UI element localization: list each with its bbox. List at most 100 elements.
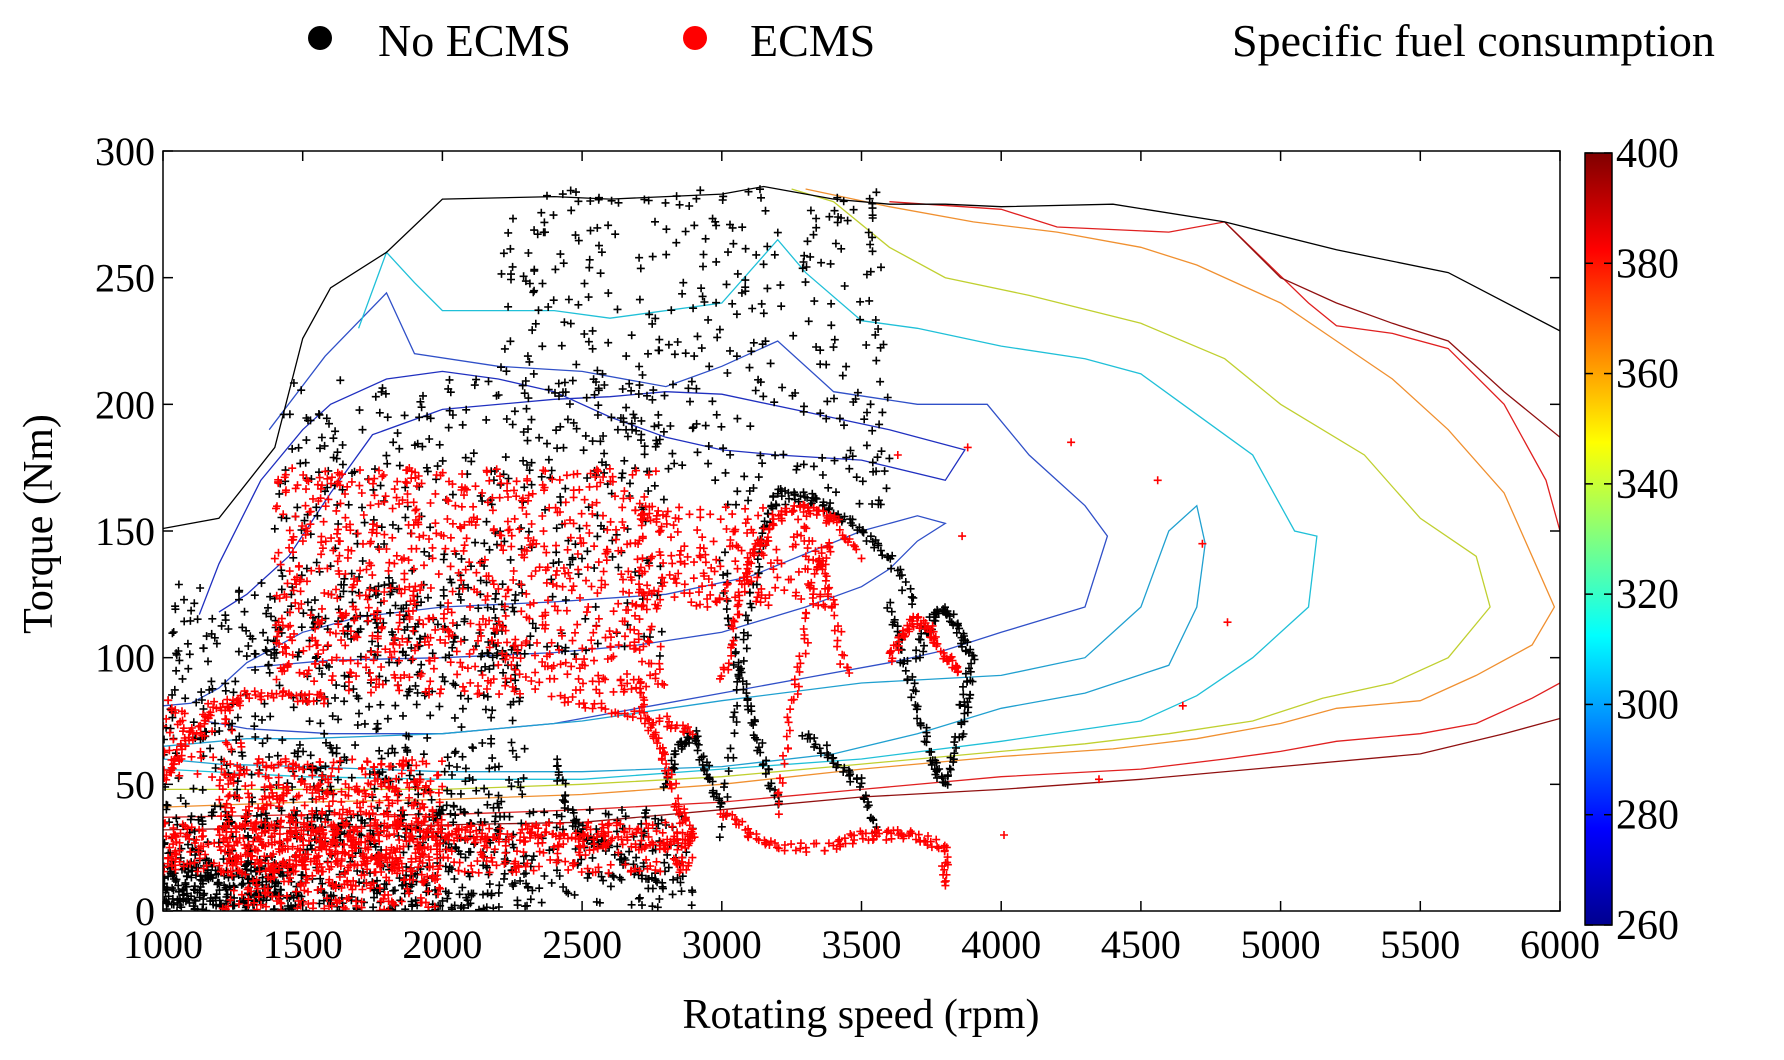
- no-ecms-point: [705, 362, 714, 371]
- no-ecms-point: [570, 650, 579, 659]
- no-ecms-point: [574, 236, 583, 245]
- no-ecms-point: [447, 789, 456, 798]
- no-ecms-point: [497, 269, 506, 278]
- no-ecms-point: [360, 518, 369, 527]
- no-ecms-point: [491, 594, 500, 603]
- no-ecms-point: [310, 835, 319, 844]
- no-ecms-point: [487, 713, 496, 722]
- no-ecms-point: [458, 704, 467, 713]
- no-ecms-point: [713, 333, 722, 342]
- no-ecms-point: [468, 743, 477, 752]
- no-ecms-point: [260, 699, 269, 708]
- no-ecms-point: [561, 643, 570, 652]
- no-ecms-point: [644, 196, 653, 205]
- no-ecms-point: [636, 264, 645, 273]
- no-ecms-point: [393, 429, 402, 438]
- no-ecms-point: [180, 595, 188, 604]
- colorbar-title: Specific fuel consumption: [1232, 15, 1715, 66]
- no-ecms-point: [595, 241, 603, 250]
- no-ecms-point: [846, 446, 855, 455]
- no-ecms-point: [493, 540, 501, 549]
- no-ecms-point: [248, 634, 257, 643]
- no-ecms-point: [480, 784, 489, 793]
- no-ecms-point: [278, 736, 287, 745]
- no-ecms-point: [332, 681, 341, 690]
- no-ecms-point: [778, 383, 787, 392]
- no-ecms-point: [569, 418, 578, 427]
- no-ecms-point: [168, 690, 177, 699]
- no-ecms-point: [247, 770, 256, 779]
- no-ecms-point: [704, 442, 713, 450]
- no-ecms-point: [524, 425, 532, 434]
- no-ecms-point: [623, 525, 632, 533]
- no-ecms-point: [336, 376, 345, 385]
- no-ecms-point: [423, 733, 432, 742]
- no-ecms-point: [664, 340, 673, 349]
- no-ecms-point: [293, 503, 302, 512]
- no-ecms-point: [484, 377, 493, 386]
- no-ecms-point: [689, 304, 698, 313]
- no-ecms-point: [312, 766, 321, 775]
- no-ecms-point: [412, 601, 421, 610]
- no-ecms-point: [408, 566, 417, 575]
- no-ecms-point: [445, 375, 454, 384]
- no-ecms-point: [699, 262, 707, 271]
- no-ecms-point: [264, 603, 272, 612]
- no-ecms-point: [583, 474, 592, 482]
- no-ecms-point: [771, 451, 780, 460]
- no-ecms-point: [488, 754, 497, 763]
- no-ecms-point: [457, 554, 466, 563]
- no-ecms-point: [384, 749, 393, 758]
- no-ecms-point: [265, 668, 274, 677]
- no-ecms-point: [316, 719, 325, 728]
- no-ecms-point: [541, 505, 550, 514]
- no-ecms-point: [620, 642, 629, 651]
- no-ecms-point: [418, 442, 427, 451]
- no-ecms-point: [449, 802, 458, 811]
- no-ecms-point: [593, 411, 602, 419]
- no-ecms-point: [355, 573, 364, 581]
- no-ecms-point: [235, 732, 244, 741]
- no-ecms-point: [571, 540, 580, 549]
- no-ecms-point: [297, 623, 306, 632]
- no-ecms-point: [571, 231, 580, 240]
- no-ecms-point: [446, 575, 455, 584]
- no-ecms-point: [478, 739, 487, 747]
- no-ecms-point: [672, 238, 681, 247]
- no-ecms-point: [458, 883, 467, 892]
- no-ecms-point: [839, 197, 848, 206]
- no-ecms-point: [552, 426, 561, 435]
- no-ecms-point: [756, 185, 764, 194]
- no-ecms-point: [704, 315, 713, 324]
- no-ecms-point: [321, 762, 330, 771]
- no-ecms-point: [664, 464, 673, 473]
- no-ecms-point: [356, 625, 365, 634]
- no-ecms-point: [501, 453, 510, 462]
- no-ecms-point: [306, 751, 315, 760]
- no-ecms-point: [477, 666, 486, 675]
- no-ecms-point: [400, 411, 409, 420]
- no-ecms-point: [355, 709, 363, 718]
- no-ecms-point: [654, 346, 663, 355]
- no-ecms-point: [464, 694, 473, 703]
- no-ecms-point: [481, 662, 490, 671]
- no-ecms-point: [547, 575, 556, 584]
- no-ecms-point: [494, 888, 503, 897]
- no-ecms-point: [446, 809, 455, 818]
- no-ecms-point: [868, 247, 877, 256]
- no-ecms-point: [265, 753, 274, 761]
- no-ecms-point: [251, 665, 260, 674]
- no-ecms-point: [809, 462, 818, 471]
- no-ecms-point: [868, 458, 877, 467]
- no-ecms-point: [483, 603, 492, 612]
- no-ecms-point: [340, 697, 349, 706]
- no-ecms-point: [874, 496, 883, 505]
- no-ecms-point: [419, 391, 427, 400]
- no-ecms-point: [242, 626, 251, 635]
- no-ecms-point: [654, 421, 663, 430]
- no-ecms-point: [877, 263, 885, 272]
- no-ecms-point: [681, 227, 690, 236]
- no-ecms-point: [866, 400, 875, 409]
- no-ecms-point: [210, 633, 219, 642]
- no-ecms-point: [868, 426, 877, 435]
